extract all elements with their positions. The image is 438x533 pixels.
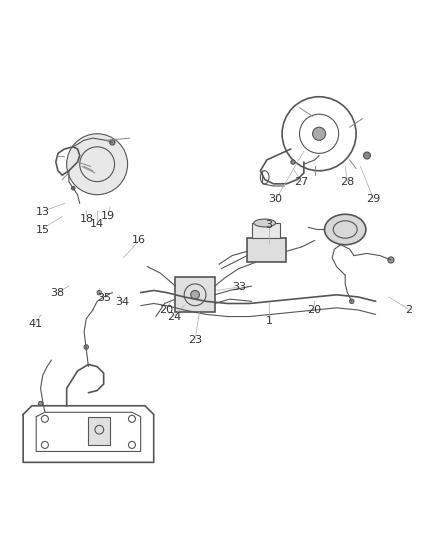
- Circle shape: [39, 401, 43, 406]
- Text: 34: 34: [115, 297, 130, 307]
- Text: 18: 18: [80, 214, 94, 224]
- Text: 14: 14: [90, 219, 104, 229]
- Text: 24: 24: [167, 312, 182, 321]
- Text: 38: 38: [50, 288, 64, 298]
- Ellipse shape: [325, 214, 366, 245]
- Ellipse shape: [67, 134, 127, 195]
- Text: 2: 2: [405, 305, 412, 315]
- Circle shape: [71, 187, 75, 190]
- Text: 19: 19: [101, 212, 115, 221]
- Text: 35: 35: [97, 293, 111, 303]
- Text: 41: 41: [28, 319, 42, 329]
- Circle shape: [313, 127, 325, 140]
- Text: 29: 29: [366, 194, 381, 204]
- Text: 20: 20: [159, 305, 173, 315]
- Text: 16: 16: [131, 236, 145, 245]
- Circle shape: [388, 257, 394, 263]
- Circle shape: [84, 345, 88, 349]
- Text: 3: 3: [265, 220, 272, 230]
- Text: 33: 33: [233, 282, 247, 292]
- Circle shape: [110, 140, 115, 145]
- Text: 30: 30: [268, 194, 283, 204]
- Text: 1: 1: [265, 316, 272, 326]
- Bar: [247, 238, 286, 262]
- Text: 23: 23: [188, 335, 202, 345]
- Bar: [88, 417, 110, 445]
- Circle shape: [191, 290, 199, 299]
- Text: 13: 13: [36, 207, 50, 217]
- Bar: [252, 223, 280, 238]
- Circle shape: [291, 160, 295, 164]
- Text: 15: 15: [36, 224, 50, 235]
- Ellipse shape: [254, 219, 276, 227]
- Text: 28: 28: [340, 176, 354, 187]
- Text: 27: 27: [295, 176, 309, 187]
- Text: 20: 20: [307, 305, 321, 315]
- Circle shape: [97, 290, 102, 295]
- Circle shape: [364, 152, 371, 159]
- Circle shape: [350, 299, 354, 303]
- Bar: [176, 277, 215, 312]
